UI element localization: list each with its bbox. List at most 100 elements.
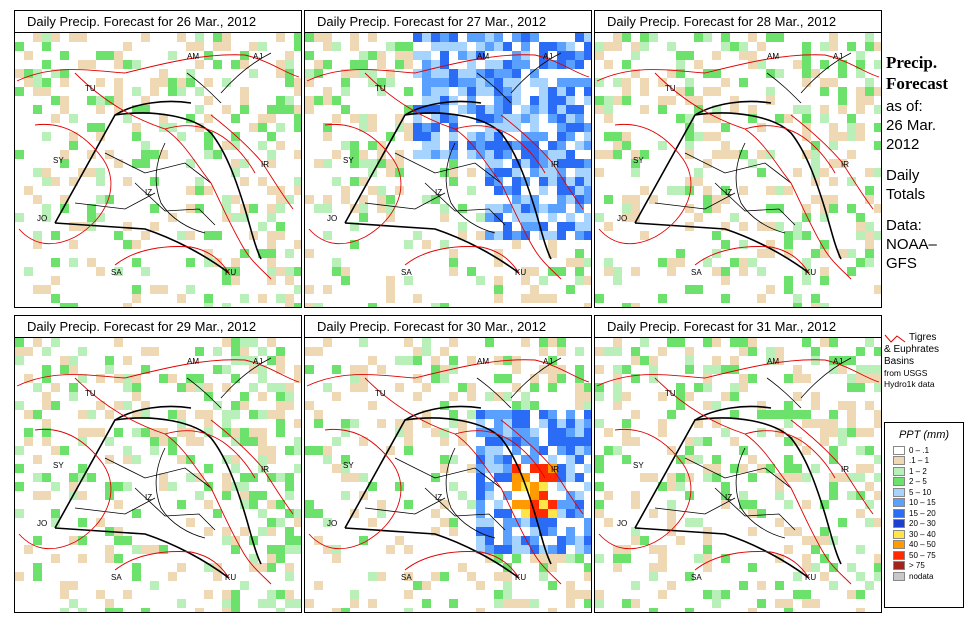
precip-cell: [33, 78, 42, 87]
precip-cell: [685, 572, 694, 581]
precip-cell: [69, 473, 78, 482]
asof-label: as of:: [886, 98, 923, 115]
precip-cell: [485, 87, 494, 96]
precip-cell: [865, 365, 874, 374]
precip-cell: [42, 78, 51, 87]
precip-cell: [784, 437, 793, 446]
precip-cell: [323, 455, 332, 464]
legend-label: 10 – 15: [909, 498, 936, 508]
precip-cell: [42, 437, 51, 446]
precip-cell: [177, 87, 186, 96]
precip-cell: [539, 500, 548, 509]
precip-cell: [294, 285, 301, 294]
precip-cell: [485, 42, 494, 51]
precip-cell: [51, 554, 60, 563]
precip-cell: [757, 267, 766, 276]
country-label: AM: [767, 357, 779, 366]
precip-cell: [548, 581, 557, 590]
precip-cell: [494, 114, 503, 123]
precip-cell: [422, 347, 431, 356]
border-line: [114, 405, 192, 421]
precip-cell: [368, 114, 377, 123]
precip-cell: [258, 428, 267, 437]
border-line: [424, 487, 506, 531]
precip-cell: [512, 168, 521, 177]
precip-cell: [793, 168, 802, 177]
precip-cell: [856, 365, 865, 374]
precip-cell: [294, 374, 301, 383]
basin-line: [18, 428, 112, 550]
precip-cell: [249, 204, 258, 213]
precip-cell: [440, 401, 449, 410]
precip-cell: [512, 482, 521, 491]
precip-cell: [503, 150, 512, 159]
precip-cell: [305, 33, 314, 42]
precip-cell: [305, 96, 314, 105]
precip-cell: [640, 33, 649, 42]
precip-cell: [285, 51, 294, 60]
precip-cell: [114, 231, 123, 240]
precip-cell: [775, 518, 784, 527]
precip-cell: [276, 500, 285, 509]
precip-cell: [530, 96, 539, 105]
precip-cell: [33, 240, 42, 249]
precip-cell: [458, 51, 467, 60]
precip-cell: [712, 267, 721, 276]
precip-cell: [78, 60, 87, 69]
precip-cell: [613, 276, 622, 285]
precip-cell: [676, 51, 685, 60]
precip-cell: [503, 464, 512, 473]
precip-cell: [413, 374, 422, 383]
precip-cell: [595, 213, 604, 222]
precip-cell: [476, 500, 485, 509]
precip-cell: [359, 213, 368, 222]
precip-cell: [703, 132, 712, 141]
precip-cell: [557, 204, 566, 213]
precip-cell: [530, 491, 539, 500]
precip-cell: [539, 159, 548, 168]
precip-cell: [114, 51, 123, 60]
precip-cell: [584, 482, 591, 491]
precip-cell: [566, 527, 575, 536]
precip-cell: [332, 258, 341, 267]
precip-cell: [856, 213, 865, 222]
precip-cell: [485, 213, 494, 222]
precip-cell: [213, 60, 222, 69]
precip-cell: [395, 51, 404, 60]
precip-cell: [267, 446, 276, 455]
precip-cell: [730, 356, 739, 365]
border-line: [445, 142, 496, 234]
precip-cell: [377, 87, 386, 96]
precip-cell: [584, 437, 591, 446]
precip-cell: [865, 33, 874, 42]
precip-cell: [874, 572, 881, 581]
precip-cell: [802, 446, 811, 455]
precip-cell: [240, 249, 249, 258]
precip-cell: [60, 356, 69, 365]
precip-cell: [204, 392, 213, 401]
precip-cell: [712, 401, 721, 410]
precip-cell: [195, 87, 204, 96]
precip-cell: [359, 473, 368, 482]
precip-cell: [332, 42, 341, 51]
precip-cell: [575, 258, 584, 267]
precip-cell: [476, 509, 485, 518]
precip-cell: [530, 554, 539, 563]
precip-cell: [539, 365, 548, 374]
precip-cell: [422, 338, 431, 347]
precip-cell: [404, 132, 413, 141]
precip-cell: [548, 60, 557, 69]
precip-cell: [512, 599, 521, 608]
precip-cell: [622, 132, 631, 141]
precip-cell: [557, 545, 566, 554]
precip-cell: [305, 249, 314, 258]
precip-cell: [258, 249, 267, 258]
precip-cell: [132, 105, 141, 114]
precip-cell: [249, 231, 258, 240]
precip-cell: [775, 473, 784, 482]
precip-cell: [539, 572, 548, 581]
precip-cell: [114, 500, 123, 509]
country-label: IR: [261, 465, 269, 474]
precip-cell: [476, 231, 485, 240]
precip-cell: [404, 356, 413, 365]
